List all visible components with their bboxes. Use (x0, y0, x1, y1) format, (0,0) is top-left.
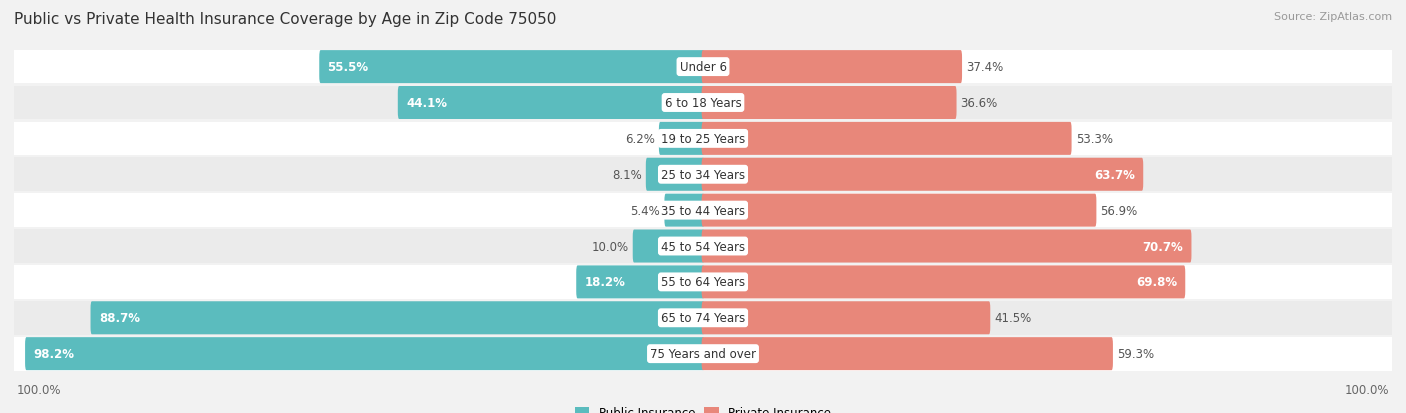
Text: 55.5%: 55.5% (328, 61, 368, 74)
Text: 18.2%: 18.2% (585, 276, 626, 289)
Text: 8.1%: 8.1% (612, 169, 641, 181)
Text: Public vs Private Health Insurance Coverage by Age in Zip Code 75050: Public vs Private Health Insurance Cover… (14, 12, 557, 27)
Bar (14, 194, 1392, 228)
FancyBboxPatch shape (633, 230, 704, 263)
Text: 25 to 34 Years: 25 to 34 Years (661, 169, 745, 181)
Text: 98.2%: 98.2% (34, 347, 75, 360)
Text: 63.7%: 63.7% (1094, 169, 1135, 181)
Bar (14, 301, 1392, 335)
Bar (14, 158, 1392, 192)
Bar (14, 230, 1392, 263)
Legend: Public Insurance, Private Insurance: Public Insurance, Private Insurance (571, 401, 835, 413)
Text: 100.0%: 100.0% (1344, 384, 1389, 396)
Text: 6.2%: 6.2% (624, 133, 655, 145)
Bar (14, 266, 1392, 299)
Bar (14, 122, 1392, 156)
FancyBboxPatch shape (90, 301, 704, 335)
Text: 45 to 54 Years: 45 to 54 Years (661, 240, 745, 253)
FancyBboxPatch shape (702, 266, 1185, 299)
Text: 75 Years and over: 75 Years and over (650, 347, 756, 360)
Text: 10.0%: 10.0% (592, 240, 628, 253)
FancyBboxPatch shape (25, 337, 704, 370)
FancyBboxPatch shape (702, 301, 990, 335)
FancyBboxPatch shape (702, 337, 1114, 370)
Text: 19 to 25 Years: 19 to 25 Years (661, 133, 745, 145)
FancyBboxPatch shape (702, 51, 962, 84)
Text: 55 to 64 Years: 55 to 64 Years (661, 276, 745, 289)
Text: 56.9%: 56.9% (1101, 204, 1137, 217)
FancyBboxPatch shape (702, 87, 956, 120)
Text: 100.0%: 100.0% (17, 384, 62, 396)
FancyBboxPatch shape (319, 51, 704, 84)
Text: 53.3%: 53.3% (1076, 133, 1112, 145)
FancyBboxPatch shape (659, 123, 704, 156)
Text: 59.3%: 59.3% (1116, 347, 1154, 360)
Text: 35 to 44 Years: 35 to 44 Years (661, 204, 745, 217)
Text: 5.4%: 5.4% (630, 204, 661, 217)
FancyBboxPatch shape (645, 158, 704, 191)
Text: 41.5%: 41.5% (994, 311, 1032, 325)
Text: 36.6%: 36.6% (960, 97, 998, 110)
Text: 88.7%: 88.7% (98, 311, 139, 325)
Text: 6 to 18 Years: 6 to 18 Years (665, 97, 741, 110)
Bar (14, 51, 1392, 84)
Text: 65 to 74 Years: 65 to 74 Years (661, 311, 745, 325)
FancyBboxPatch shape (702, 123, 1071, 156)
Bar (14, 337, 1392, 370)
Text: 44.1%: 44.1% (406, 97, 447, 110)
FancyBboxPatch shape (702, 230, 1191, 263)
FancyBboxPatch shape (665, 194, 704, 227)
Bar (14, 86, 1392, 120)
FancyBboxPatch shape (702, 158, 1143, 191)
Text: 69.8%: 69.8% (1136, 276, 1177, 289)
FancyBboxPatch shape (576, 266, 704, 299)
Text: Source: ZipAtlas.com: Source: ZipAtlas.com (1274, 12, 1392, 22)
FancyBboxPatch shape (702, 194, 1097, 227)
Text: 37.4%: 37.4% (966, 61, 1004, 74)
Text: 70.7%: 70.7% (1143, 240, 1184, 253)
FancyBboxPatch shape (398, 87, 704, 120)
Text: Under 6: Under 6 (679, 61, 727, 74)
